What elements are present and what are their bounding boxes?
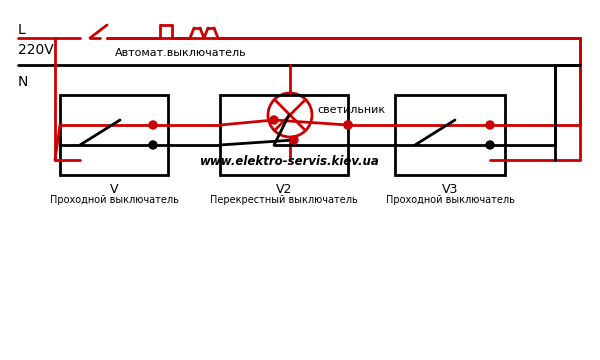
Text: www.elektro-servis.kiev.ua: www.elektro-servis.kiev.ua bbox=[200, 155, 380, 168]
Text: Автомат.выключатель: Автомат.выключатель bbox=[115, 48, 247, 58]
Text: светильник: светильник bbox=[317, 105, 385, 115]
Text: V3: V3 bbox=[442, 183, 458, 196]
Circle shape bbox=[149, 121, 157, 129]
Circle shape bbox=[344, 121, 352, 129]
Circle shape bbox=[270, 116, 278, 124]
Text: Перекрестный выключатель: Перекрестный выключатель bbox=[210, 195, 358, 205]
Bar bbox=[60, 95, 168, 175]
Circle shape bbox=[344, 121, 352, 129]
Text: Проходной выключатель: Проходной выключатель bbox=[386, 195, 514, 205]
Bar bbox=[220, 95, 348, 175]
Circle shape bbox=[290, 136, 298, 144]
Text: Проходной выключатель: Проходной выключатель bbox=[50, 195, 178, 205]
Circle shape bbox=[486, 141, 494, 149]
Text: L: L bbox=[18, 23, 26, 37]
Bar bbox=[395, 95, 505, 175]
Text: 220V: 220V bbox=[18, 43, 54, 57]
Circle shape bbox=[149, 141, 157, 149]
Text: N: N bbox=[18, 75, 28, 89]
Circle shape bbox=[486, 121, 494, 129]
Text: V2: V2 bbox=[276, 183, 292, 196]
Text: V: V bbox=[110, 183, 118, 196]
